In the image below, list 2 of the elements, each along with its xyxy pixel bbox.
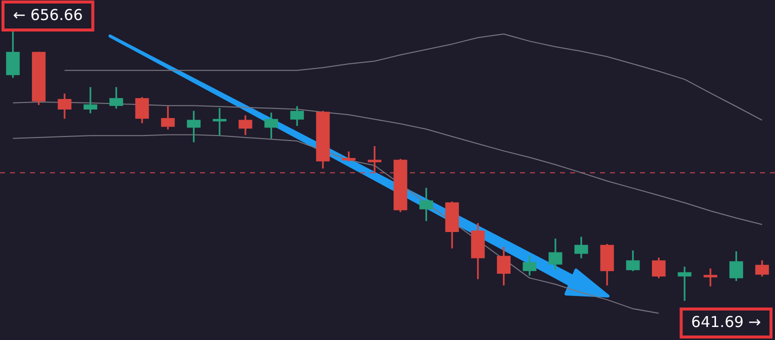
annotation: ← 656.66 [13,6,83,24]
annotation: 641.69 → [691,312,762,331]
